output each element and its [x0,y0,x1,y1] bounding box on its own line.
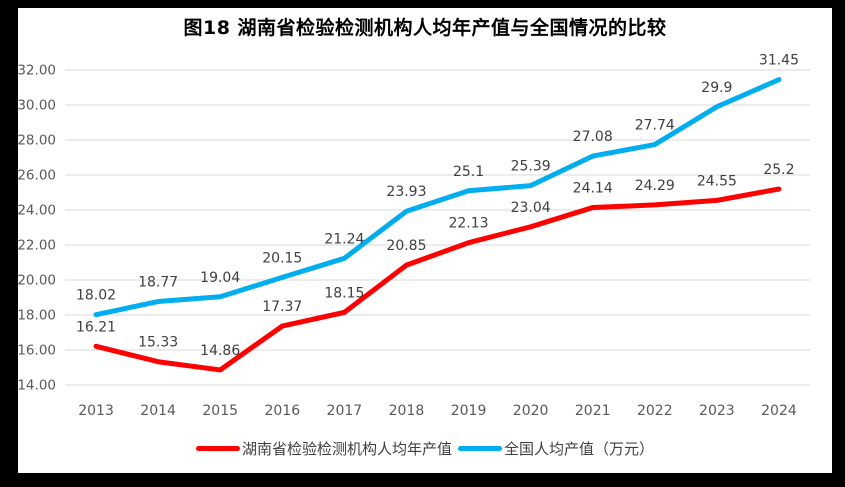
x-axis-tick-label: 2015 [202,403,238,419]
legend-label-hunan: 湖南省检验检测机构人均年产值 [241,439,452,458]
x-axis-tick-label: 2016 [264,403,300,419]
y-axis-tick-label: 14.00 [17,378,56,394]
data-label-national: 20.15 [262,250,302,266]
data-label-hunan: 16.21 [76,319,116,335]
x-axis-tick-label: 2013 [78,403,114,419]
data-label-national: 25.39 [511,159,551,175]
data-label-national: 19.04 [200,270,240,286]
x-axis-tick-label: 2023 [699,403,735,419]
data-label-national: 25.1 [453,164,484,180]
legend: 湖南省检验检测机构人均年产值 全国人均产值（万元） [18,436,832,460]
y-axis-tick-label: 16.00 [17,343,56,359]
data-label-national: 29.9 [701,80,732,96]
data-label-hunan: 17.37 [262,299,302,315]
x-axis-tick-label: 2019 [451,403,487,419]
legend-swatch-blue-line [458,445,502,451]
data-label-national: 31.45 [759,53,799,69]
data-label-hunan: 24.55 [697,173,737,189]
data-label-hunan: 18.15 [324,285,364,301]
x-axis-tick-label: 2020 [513,403,549,419]
y-axis-tick-label: 18.00 [17,308,56,324]
series-line-national [93,77,782,318]
y-axis-tick-label: 22.00 [17,238,56,254]
data-label-national: 27.08 [573,129,613,145]
data-label-hunan: 25.2 [763,162,794,178]
x-axis-tick-label: 2022 [637,403,673,419]
data-label-national: 21.24 [324,231,364,247]
y-axis-tick-label: 20.00 [17,273,56,289]
y-axis-tick-label: 26.00 [17,168,56,184]
data-label-hunan: 22.13 [448,216,488,232]
x-axis-tick-label: 2014 [140,403,176,419]
x-axis-tick-label: 2021 [575,403,611,419]
data-label-national: 18.02 [76,288,116,304]
data-label-national: 27.74 [635,118,675,134]
data-label-hunan: 20.85 [386,238,426,254]
data-label-hunan: 15.33 [138,335,178,351]
x-axis-tick-label: 2017 [327,403,363,419]
data-label-hunan: 24.14 [573,181,613,197]
y-axis-tick-label: 24.00 [17,203,56,219]
legend-item-national: 全国人均产值（万元） [458,438,654,459]
x-axis-tick-label: 2024 [761,403,797,419]
y-axis-tick-label: 30.00 [17,98,56,114]
data-label-hunan: 14.86 [200,343,240,359]
x-axis-tick-label: 2018 [389,403,425,419]
legend-swatch-red-line [195,445,240,451]
data-label-national: 23.93 [386,184,426,200]
chart-panel [18,8,832,473]
data-label-hunan: 23.04 [511,200,551,216]
legend-label-national: 全国人均产值（万元） [504,439,655,458]
legend-item-hunan: 湖南省检验检测机构人均年产值 [195,438,452,459]
y-axis-tick-label: 28.00 [17,133,56,149]
chart-title: 图18 湖南省检验检测机构人均年产值与全国情况的比较 [183,17,667,39]
series-line-hunan [93,186,782,373]
data-label-hunan: 24.29 [635,178,675,194]
data-label-national: 18.77 [138,275,178,291]
y-axis-tick-label: 32.00 [17,63,56,79]
